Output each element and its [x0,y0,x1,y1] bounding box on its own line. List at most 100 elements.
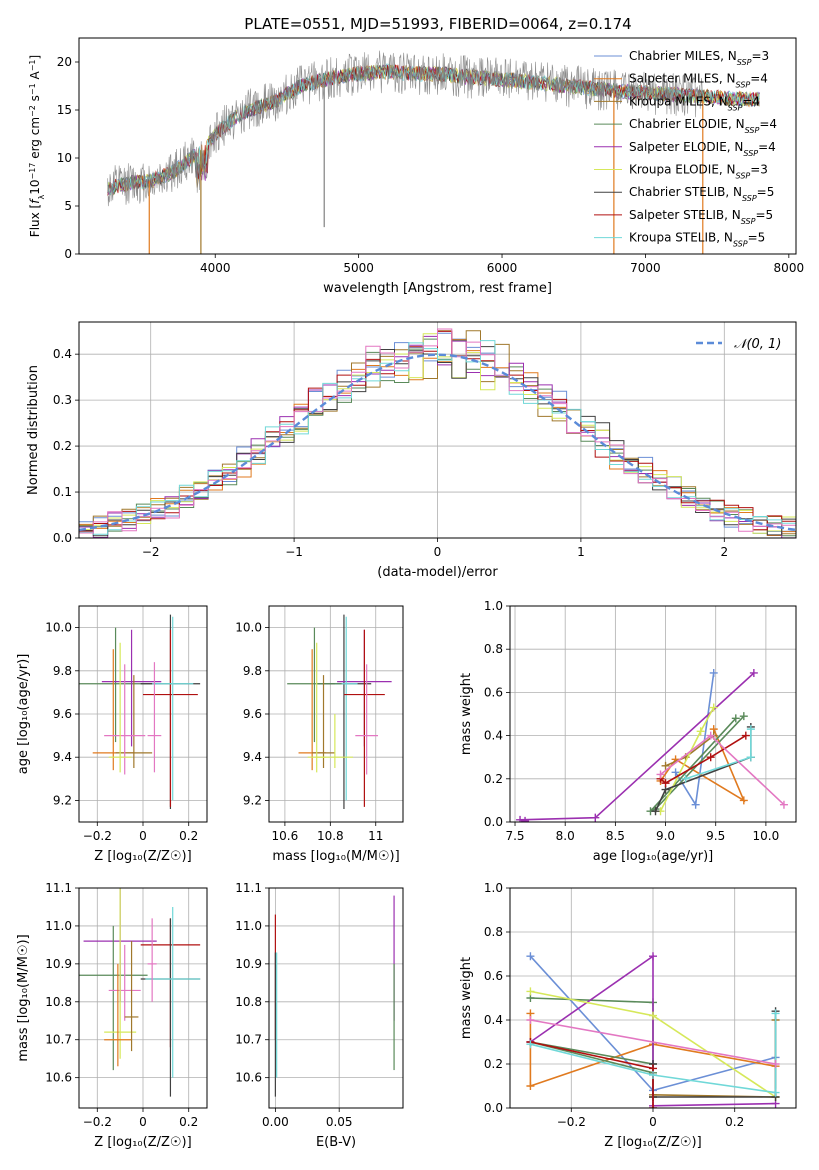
x-axis-label: Z [log₁₀(Z/Z☉)] [94,849,191,864]
legend-label: Chabrier MILES, NSSP=3 [629,49,769,67]
weight-line [529,1013,776,1088]
y-tick-label: 0.6 [484,685,503,699]
x-tick-label: −0.2 [83,829,112,843]
weight-marker [649,1104,657,1108]
chart-massweight-vs-age: 7.5 8.0 8.5 9.0 9.5 10.0 0.0 0.2 0.4 0.6 0.8 1.0 age… [459,599,797,864]
y-tick-label: 0.4 [484,729,503,743]
y-tick-label: 9.2 [243,793,262,807]
weight-marker [591,813,600,822]
x-axis-label: mass [log₁₀(M/M☉)] [272,849,399,864]
y-tick-label: 10.9 [235,957,262,971]
y-tick-label: 10.0 [45,621,72,635]
x-tick-label: 0 [139,1115,147,1129]
y-tick-label: 0.0 [484,815,503,829]
y-tick-label: 0.8 [484,925,503,939]
weight-marker [771,1088,780,1097]
weight-marker [649,952,657,961]
x-tick-label: 10.0 [753,829,780,843]
weight-marker [739,796,748,805]
legend-label: Chabrier STELIB, NSSP=5 [629,185,774,203]
y-tick-label: 11.0 [45,919,72,933]
plot-area [79,328,796,538]
y-tick-label: 10.6 [45,1071,72,1085]
chart-residuals: −2 −1 0 1 2 0.0 0.1 0.2 0.3 0.4 (data-model)/error… [26,321,797,580]
weight-line [530,997,654,1074]
weight-marker [649,1071,657,1079]
axes-frame [268,887,404,1109]
axes-frame [78,37,797,255]
y-tick-label: 9.8 [243,664,262,678]
weight-marker [526,1040,535,1049]
weight-line [660,734,785,806]
y-axis-label: mass weight [459,957,474,1039]
x-tick-label: 8.0 [556,829,575,843]
chart-age-vs-mass: 10.6 10.8 11 9.2 9.4 9.6 9.8 10.0 mass [log₁₀(M/… [235,605,404,864]
y-axis-label: Flux [fλ10−17 erg cm−2 s−1 A−1] [28,55,46,237]
y-tick-label: 9.8 [53,664,72,678]
weight-marker [706,753,715,762]
y-tick-label: 0 [64,247,72,261]
chart-spectrum: 4000 5000 6000 7000 8000 0 5 10 15 20 wavelength [… [28,37,804,296]
x-tick-label: −1 [285,545,303,559]
y-axis-label: age [log₁₀(age/yr)] [16,654,31,775]
weight-marker [696,727,705,736]
y-tick-label: 10.8 [45,995,72,1009]
legend-label: Chabrier ELODIE, NSSP=4 [629,117,777,135]
y-tick-label: 10.7 [45,1033,72,1047]
x-tick-label: 0.00 [262,1115,289,1129]
x-tick-label: −0.2 [557,1115,586,1129]
weight-marker [516,815,525,822]
y-tick-label: 0.4 [53,347,72,361]
weight-line [530,1041,654,1108]
plot-area [526,952,780,1108]
weight-marker [661,761,670,770]
weight-marker [651,807,660,816]
figure-title: PLATE=0551, MJD=51993, FIBERID=0064, z=0… [244,15,631,33]
x-axis-label: Z [log₁₀(Z/Z☉)] [604,1135,701,1150]
weight-marker [521,816,530,822]
axes-frame [78,605,208,823]
x-tick-label: 0 [139,829,147,843]
y-tick-label: 0.6 [484,969,503,983]
legend-label: Salpeter MILES, NSSP=4 [629,72,768,90]
legend-label: 𝒩(0, 1) [734,337,781,352]
x-tick-label: −2 [142,545,160,559]
plot-area [274,895,395,1097]
plot-area [79,888,201,1097]
x-tick-label: 4000 [200,261,231,275]
legend-label: Kroupa STELIB, NSSP=5 [629,231,765,249]
y-tick-label: 10.0 [235,621,262,635]
x-tick-label: 9.0 [656,829,675,843]
plot-area [516,668,788,822]
y-tick-label: 11.1 [235,881,262,895]
x-tick-label: 0.2 [179,1115,198,1129]
weight-marker [526,987,535,996]
normal-curve [79,353,796,532]
y-tick-label: 5 [64,199,72,213]
y-tick-label: 0.8 [484,642,503,656]
y-tick-label: 9.6 [53,707,72,721]
weight-marker [709,703,718,712]
y-tick-label: 11.1 [45,881,72,895]
y-tick-label: 15 [57,103,72,117]
axes-frame [78,887,208,1109]
weight-line [659,734,747,785]
weight-marker [771,1009,780,1018]
legend-label: Kroupa ELODIE, NSSP=3 [629,163,768,181]
x-axis-label: Z [log₁₀(Z/Z☉)] [94,1135,191,1150]
chart-mass-vs-z: −0.2 0 0.2 10.6 10.7 10.8 10.9 11.0 11.1 Z [log₁₀… [16,881,208,1150]
y-tick-label: 0.3 [53,393,72,407]
y-tick-label: 11.0 [235,919,262,933]
x-tick-label: 1 [577,545,585,559]
histogram-series [79,328,796,534]
chart-age-vs-z: −0.2 0 0.2 9.2 9.4 9.6 9.8 10.0 Z [log₁₀(Z/Z☉)] a… [16,605,208,864]
weight-marker [731,714,740,723]
x-tick-label: −0.2 [83,1115,112,1129]
x-tick-label: 5000 [343,261,374,275]
x-axis-label: wavelength [Angstrom, rest frame] [323,281,552,296]
x-tick-label: 7000 [630,261,661,275]
y-axis-label: Normed distribution [26,365,41,495]
x-tick-label: 6000 [487,261,518,275]
plot-area [107,50,760,254]
weight-line [519,672,755,822]
